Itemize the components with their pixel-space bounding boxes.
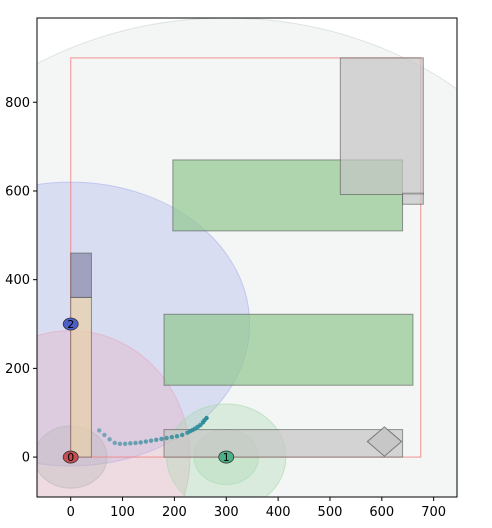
x-tick-label: 700	[421, 505, 446, 520]
path-point	[133, 440, 138, 446]
path-point	[138, 440, 143, 445]
obstacle-rects	[70, 57, 424, 458]
x-tick-label: 400	[266, 505, 291, 520]
node-markers: 0 1 2	[62, 317, 235, 464]
node-marker-0	[62, 450, 79, 464]
path-point	[128, 441, 133, 446]
x-axis-ticks: 0 100 200 300 400 500 600 700	[67, 497, 446, 520]
gray-rect-bottom	[163, 429, 404, 458]
y-tick-label: 800	[5, 96, 30, 111]
node-marker-label-1: 1	[223, 451, 230, 464]
path-point	[159, 436, 164, 442]
y-tick-label: 0	[22, 451, 30, 466]
navy-rect	[70, 252, 92, 298]
y-tick-label: 600	[5, 184, 30, 199]
y-tick-label: 200	[5, 362, 30, 377]
path-point	[143, 439, 149, 444]
node-marker-label-0: 0	[67, 451, 74, 464]
path-point	[169, 434, 175, 440]
path-point	[122, 441, 128, 446]
y-tick-label: 400	[5, 273, 30, 288]
node-marker-2	[62, 317, 79, 331]
path-point	[107, 437, 112, 442]
gray-rect-small	[402, 192, 424, 205]
x-tick-label: 0	[67, 505, 75, 520]
gray-rect-topright	[339, 57, 424, 196]
path-point	[102, 432, 107, 438]
y-axis-ticks: 0 200 400 600 800	[5, 96, 37, 466]
path-point	[204, 415, 209, 421]
path-point	[164, 435, 169, 441]
node-marker-label-2: 2	[67, 318, 74, 331]
path-point	[154, 437, 159, 442]
path-point	[148, 438, 154, 443]
x-tick-label: 100	[110, 505, 135, 520]
x-tick-label: 500	[318, 505, 343, 520]
axes-frame	[36, 17, 458, 498]
x-tick-label: 600	[369, 505, 394, 520]
path-point	[97, 428, 102, 433]
path-point	[174, 434, 180, 439]
trajectory-path	[97, 415, 209, 446]
x-tick-label: 300	[214, 505, 239, 520]
path-point	[112, 440, 117, 446]
path-point	[117, 441, 123, 446]
gray-diamond	[366, 426, 403, 457]
x-tick-label: 200	[162, 505, 187, 520]
path-point	[179, 432, 185, 438]
green-rect-bottom	[163, 313, 414, 386]
node-marker-1	[218, 450, 235, 464]
